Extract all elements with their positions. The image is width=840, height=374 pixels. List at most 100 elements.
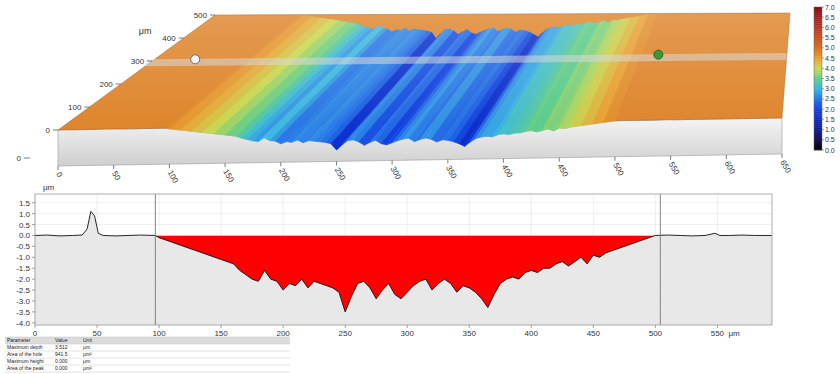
table-cell: μm [83, 358, 90, 364]
profile-end [654, 50, 663, 59]
tick-label: 0.0 [19, 231, 31, 240]
table-cell: 3.512 [55, 344, 68, 350]
tick [24, 158, 30, 159]
material-area [35, 211, 772, 325]
surface-map: 0501001502002503003504004505005506006500… [17, 11, 793, 185]
tick-label: 150 [221, 168, 236, 185]
tick [655, 325, 656, 328]
axis-label: μm [43, 183, 55, 192]
tick-label: 150 [214, 329, 228, 338]
colorbar-cell [814, 93, 822, 95]
colorbar-cell [814, 7, 822, 9]
tick-label: 3.0 [825, 85, 835, 92]
tick [670, 156, 671, 160]
colorbar-cell [814, 87, 822, 89]
tick [147, 61, 152, 62]
colorbar-cell [814, 113, 822, 115]
tick [32, 268, 35, 269]
tick [407, 325, 408, 328]
tick [822, 109, 824, 110]
colorbar-cell [814, 72, 822, 74]
tick-label: -3.5 [16, 308, 30, 317]
table-cell: Area of the peak [7, 365, 44, 371]
colorbar-cell [814, 142, 822, 144]
tick-label: 350 [444, 164, 459, 181]
tick-label: 5.5 [825, 34, 835, 41]
colorbar-cell [814, 32, 822, 34]
tick [32, 213, 35, 214]
colorbar-cell [814, 140, 822, 142]
colorbar-cell [814, 79, 822, 81]
tick-label: 50 [93, 329, 102, 338]
colorbar-cell [814, 56, 822, 58]
colorbar-cell [814, 125, 822, 127]
tick-label: 0.0 [825, 147, 835, 154]
tick [35, 325, 36, 328]
colorbar-cell [814, 91, 822, 93]
colorbar-cell [814, 21, 822, 23]
colorbar-cell [814, 36, 822, 38]
tick-label: 400 [162, 34, 176, 43]
tick-label: 1.5 [19, 199, 31, 208]
colorbar-cell [814, 27, 822, 29]
table-cell: μm² [83, 365, 92, 371]
colorbar-cell [814, 134, 822, 136]
tick [283, 325, 284, 328]
colorbar-cell [814, 99, 822, 101]
colorbar: 0.00.51.01.52.02.53.03.54.04.55.05.56.06… [814, 4, 835, 154]
tick-label: -1.0 [16, 253, 30, 262]
tick-label: 2.5 [825, 95, 835, 102]
table-cell: Maximum height [7, 358, 44, 364]
tick-label: 0 [17, 154, 22, 163]
tick [32, 300, 35, 301]
axis-label: μm [728, 329, 740, 338]
colorbar-cell [814, 19, 822, 21]
profile-chart: 1.51.00.50.0-0.5-1.0-1.5-2.0-2.5-3.0-3.5… [16, 183, 772, 338]
colorbar-cell [814, 58, 822, 60]
tick [822, 7, 824, 8]
tick-label: 650 [778, 159, 793, 176]
colorbar-cell [814, 107, 822, 109]
tick [822, 17, 824, 18]
colorbar-cell [814, 38, 822, 40]
tick-label: 300 [401, 329, 415, 338]
tick-label: 500 [649, 329, 663, 338]
table-cell: Area of the hole [7, 351, 43, 357]
colorbar-cell [814, 85, 822, 87]
figure: 0501001502002503003504004505005506006500… [0, 0, 840, 374]
colorbar-cell [814, 50, 822, 52]
colorbar-cell [814, 66, 822, 68]
table-rule [5, 365, 290, 366]
tick-label: 50 [110, 170, 123, 183]
table-rule [5, 358, 290, 359]
tick [822, 47, 824, 48]
tick [717, 325, 718, 328]
tick [469, 325, 470, 328]
colorbar-cell [814, 119, 822, 121]
tick [32, 224, 35, 225]
tick [97, 325, 98, 328]
tick-label: 350 [463, 329, 477, 338]
tick [32, 235, 35, 236]
colorbar-cell [814, 101, 822, 103]
colorbar-cell [814, 15, 822, 17]
parameter-table: ParameterValueUnitMaximum depth3.512μmAr… [5, 337, 290, 372]
tick-label: 4.0 [825, 65, 835, 72]
colorbar-cell [814, 54, 822, 56]
table-header-bg [5, 337, 290, 344]
colorbar-cell [814, 34, 822, 36]
tick-label: 1.0 [19, 210, 31, 219]
colorbar-cell [814, 25, 822, 27]
colorbar-cell [814, 105, 822, 107]
tick [822, 78, 824, 79]
colorbar-cell [814, 136, 822, 138]
hole-group [155, 235, 660, 311]
tick-label: 250 [333, 166, 348, 183]
colorbar-cell [814, 146, 822, 148]
tick [822, 150, 824, 151]
tick [822, 119, 824, 120]
tick [345, 325, 346, 328]
tick-label: 200 [276, 329, 290, 338]
colorbar-cell [814, 9, 822, 11]
cursor-line [155, 194, 156, 325]
